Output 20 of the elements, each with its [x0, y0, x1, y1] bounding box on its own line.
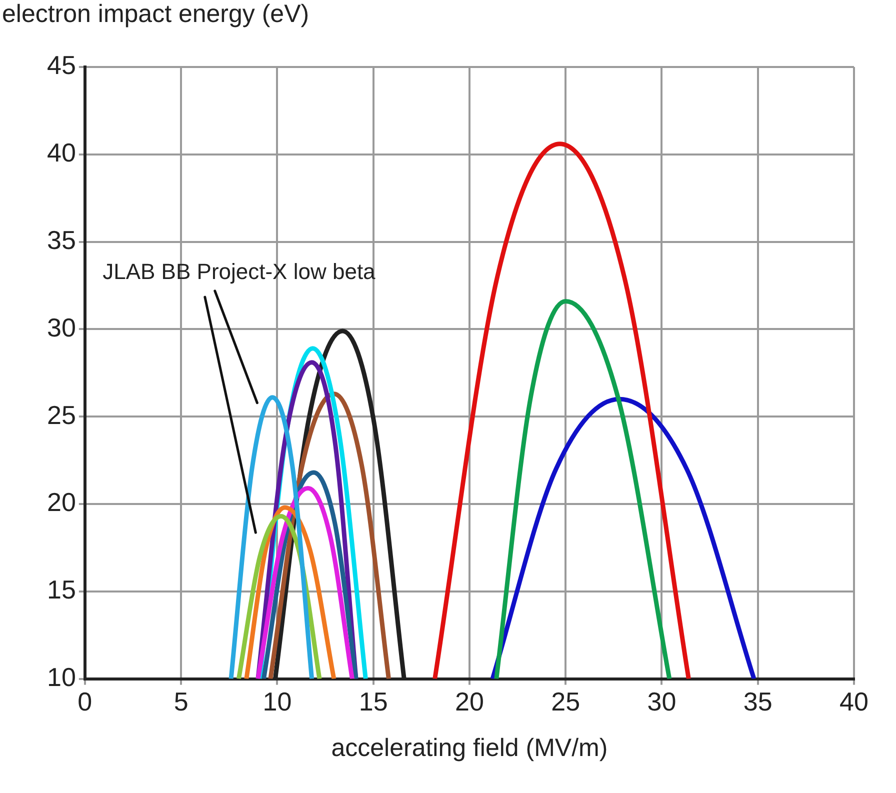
x-tick-label: 15 [358, 686, 388, 717]
y-tick-label: 10 [47, 662, 76, 692]
y-tick-label: 40 [47, 138, 76, 168]
x-tick-label: 20 [455, 686, 484, 717]
y-tick-label: 45 [47, 50, 76, 80]
y-tick-label: 25 [47, 400, 76, 430]
x-tick-label: 0 [78, 686, 92, 717]
y-tick-label: 35 [47, 224, 76, 255]
x-tick-label: 5 [174, 686, 188, 717]
x-tick-label: 40 [840, 686, 868, 717]
x-tick-label: 10 [262, 686, 292, 717]
y-tick-label: 20 [47, 487, 76, 518]
annotation: JLAB BB Project-X low beta [102, 259, 376, 284]
y-tick-label: 15 [47, 574, 76, 605]
x-axis-title: accelerating field (MV/m) [331, 734, 608, 762]
y-axis-title: electron impact energy (eV) [2, 0, 310, 29]
x-tick-label: 30 [647, 686, 676, 717]
x-tick-label: 25 [551, 686, 580, 717]
y-tick-label: 30 [47, 312, 76, 342]
x-tick-label: 35 [743, 686, 772, 717]
